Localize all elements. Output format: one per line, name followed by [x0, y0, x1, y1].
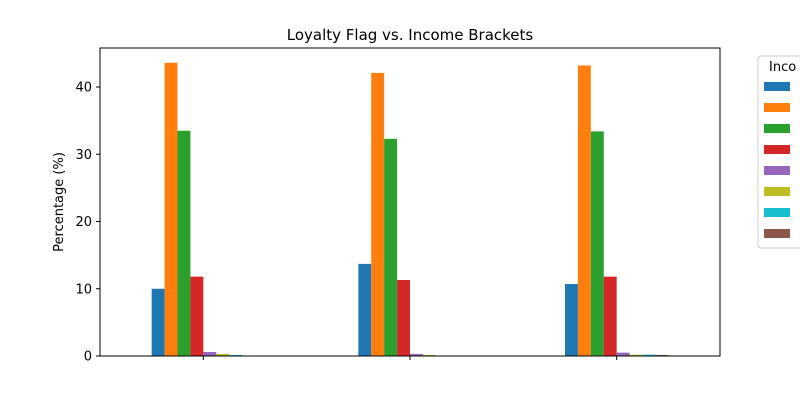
legend-swatch-4 — [764, 166, 790, 175]
y-tick-label: 30 — [75, 148, 92, 163]
bar-series-1-category-2 — [577, 65, 591, 356]
bar-series-7-category-2 — [655, 354, 669, 356]
bar-series-2-category-2 — [590, 131, 604, 356]
bar-series-3-category-1 — [397, 280, 410, 356]
y-axis-label: Percentage (%) — [52, 152, 67, 252]
legend: Inco — [757, 55, 800, 249]
bar-series-6-category-0 — [229, 354, 243, 356]
bar-series-1-category-0 — [164, 62, 178, 356]
bar-series-4-category-0 — [203, 351, 217, 356]
x-axis: …stomer…stomer…stomer — [202, 356, 618, 360]
bar-series-0-category-0 — [151, 288, 165, 356]
bar-series-4-category-2 — [616, 352, 630, 356]
y-tick-label: 10 — [75, 282, 92, 297]
legend-swatch-6 — [764, 208, 790, 217]
y-axis: 0 10 20 30 40 — [75, 81, 100, 365]
bar-series-5-category-0 — [216, 353, 230, 356]
legend-swatch-5 — [764, 187, 790, 196]
legend-swatch-1 — [764, 103, 790, 112]
bar-series-6-category-2 — [642, 354, 656, 356]
bar-series-1-category-1 — [371, 72, 385, 356]
y-tick-label: 40 — [75, 81, 92, 96]
legend-swatch-3 — [764, 145, 790, 154]
y-tick-label: 20 — [75, 215, 92, 230]
bar-series-5-category-2 — [629, 354, 643, 356]
chart-title: Loyalty Flag vs. Income Brackets — [287, 26, 534, 44]
y-tick-label: 0 — [84, 350, 92, 365]
bar-series-0-category-2 — [565, 284, 578, 356]
bar-series-3-category-2 — [603, 276, 617, 356]
legend-title: Inco — [769, 60, 796, 75]
legend-swatch-7 — [764, 229, 790, 238]
bar-series-5-category-1 — [422, 354, 436, 356]
plot-area — [99, 47, 721, 357]
bar-series-2-category-1 — [384, 138, 398, 356]
legend-swatch-2 — [764, 124, 790, 133]
legend-swatch-0 — [764, 82, 790, 91]
bar-series-3-category-0 — [190, 276, 204, 356]
bar-series-0-category-1 — [358, 263, 372, 356]
bar-series-2-category-0 — [177, 130, 191, 356]
bar-series-4-category-1 — [410, 353, 423, 356]
